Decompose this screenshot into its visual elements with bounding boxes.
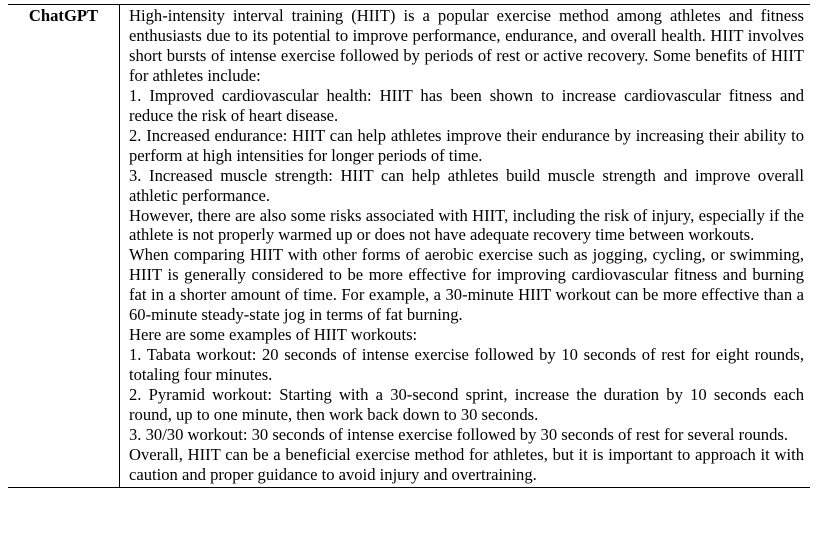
benefit-3: 3. Increased muscle strength: HIIT can h… [129,165,804,205]
response-table: ChatGPT High-intensity interval training… [8,4,810,488]
conclusion-paragraph: Overall, HIIT can be a beneficial exerci… [129,444,804,484]
benefit-1: 1. Improved cardiovascular health: HIIT … [129,85,804,125]
speaker-label: ChatGPT [8,5,120,487]
risks-paragraph: However, there are also some risks assoc… [129,205,804,245]
workout-1: 1. Tabata workout: 20 seconds of intense… [129,345,804,385]
response-text: High-intensity interval training (HIIT) … [120,5,810,487]
examples-heading: Here are some examples of HIIT workouts: [129,325,418,345]
benefit-2: 2. Increased endurance: HIIT can help at… [129,125,804,165]
workout-2: 2. Pyramid workout: Starting with a 30-s… [129,385,804,425]
intro-paragraph: High-intensity interval training (HIIT) … [129,6,804,85]
comparison-paragraph: When comparing HIIT with other forms of … [129,245,804,325]
workout-3: 3. 30/30 workout: 30 seconds of intense … [129,425,788,445]
